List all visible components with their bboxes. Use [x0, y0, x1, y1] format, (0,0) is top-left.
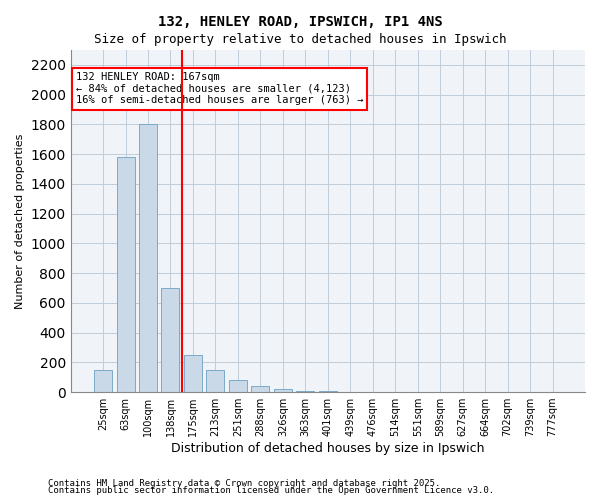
Bar [274, 390, 292, 392]
Bar [296, 390, 314, 392]
Text: 132 HENLEY ROAD: 167sqm
← 84% of detached houses are smaller (4,123)
16% of semi: 132 HENLEY ROAD: 167sqm ← 84% of detache… [76, 72, 364, 106]
Bar [94, 370, 112, 392]
Text: 132, HENLEY ROAD, IPSWICH, IP1 4NS: 132, HENLEY ROAD, IPSWICH, IP1 4NS [158, 15, 442, 29]
Bar [251, 386, 269, 392]
Bar [139, 124, 157, 392]
Text: Contains HM Land Registry data © Crown copyright and database right 2025.: Contains HM Land Registry data © Crown c… [48, 478, 440, 488]
Bar [161, 288, 179, 392]
Text: Size of property relative to detached houses in Ipswich: Size of property relative to detached ho… [94, 32, 506, 46]
Bar [116, 157, 134, 392]
Text: Contains public sector information licensed under the Open Government Licence v3: Contains public sector information licen… [48, 486, 494, 495]
Y-axis label: Number of detached properties: Number of detached properties [15, 134, 25, 308]
X-axis label: Distribution of detached houses by size in Ipswich: Distribution of detached houses by size … [171, 442, 485, 455]
Bar [184, 355, 202, 392]
Bar [229, 380, 247, 392]
Bar [206, 370, 224, 392]
